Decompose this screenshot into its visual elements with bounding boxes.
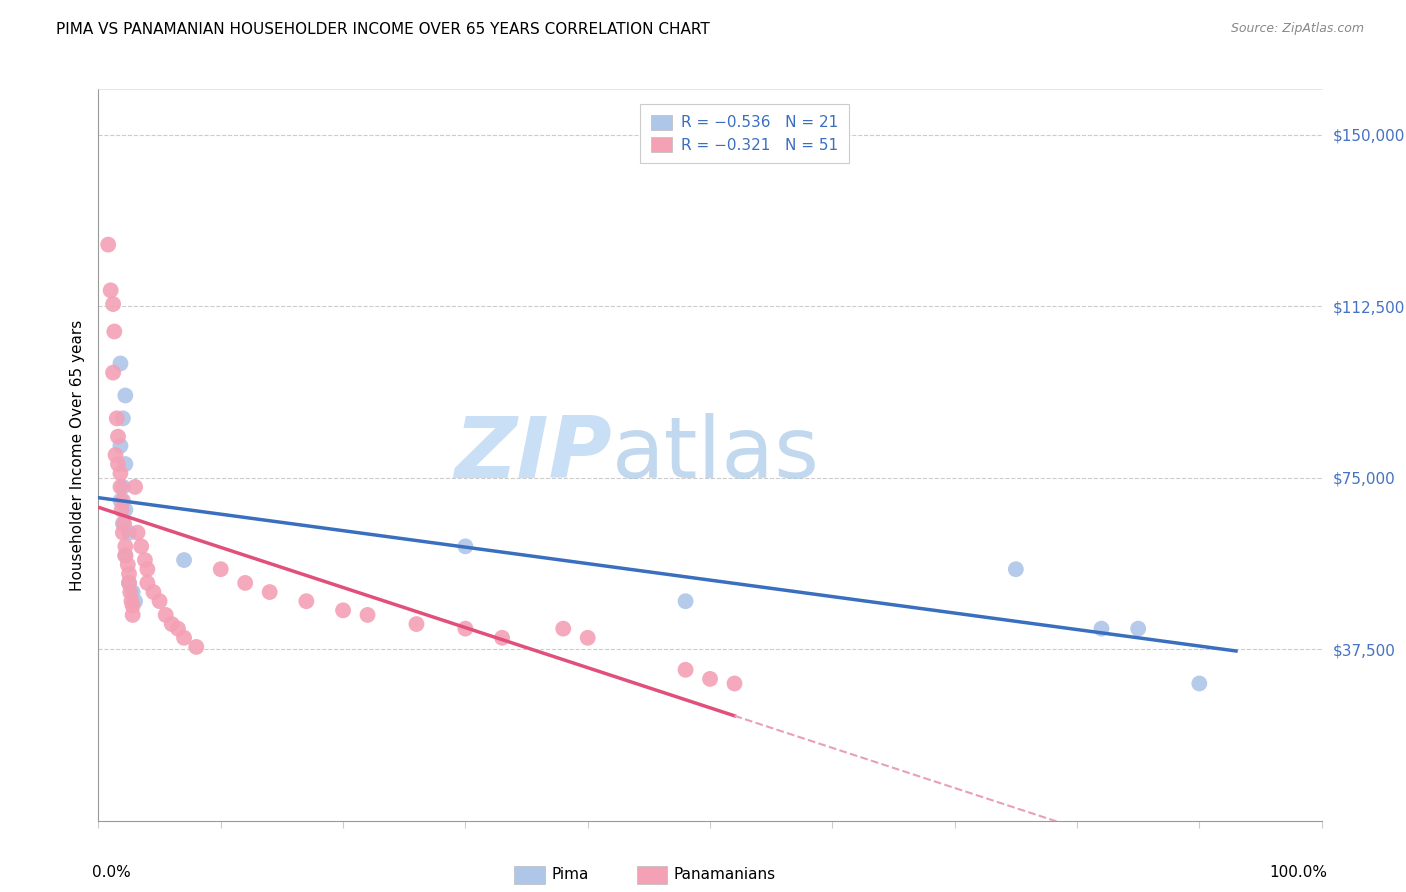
Text: Panamanians: Panamanians [673, 867, 776, 882]
Point [114, 549, 136, 563]
Point [114, 388, 136, 402]
Point [97, 237, 120, 252]
Legend: R = −0.536   N = 21, R = −0.321   N = 51: R = −0.536 N = 21, R = −0.321 N = 51 [640, 104, 849, 163]
Point [118, 576, 141, 591]
Point [723, 676, 745, 690]
Text: ZIP: ZIP [454, 413, 612, 497]
Point [173, 553, 195, 567]
Point [104, 448, 127, 462]
Point [101, 366, 124, 380]
Point [124, 480, 146, 494]
Point [142, 585, 165, 599]
Point [121, 585, 143, 599]
Point [127, 525, 149, 540]
Point [107, 457, 129, 471]
Point [111, 411, 134, 425]
Text: Pima: Pima [551, 867, 588, 882]
Point [112, 516, 135, 531]
Point [1128, 622, 1150, 636]
Point [110, 356, 132, 371]
Point [209, 562, 232, 576]
Point [173, 631, 195, 645]
Point [107, 429, 129, 443]
Point [117, 558, 139, 572]
Point [110, 466, 132, 480]
Point [155, 607, 177, 622]
Point [118, 566, 141, 581]
Point [332, 603, 354, 617]
Point [356, 607, 378, 622]
Point [576, 631, 599, 645]
Point [121, 599, 143, 613]
Point [105, 411, 128, 425]
Point [405, 617, 427, 632]
Point [454, 539, 477, 553]
Point [675, 594, 697, 608]
Point [553, 622, 575, 636]
Point [120, 585, 142, 599]
Text: PIMA VS PANAMANIAN HOUSEHOLDER INCOME OVER 65 YEARS CORRELATION CHART: PIMA VS PANAMANIAN HOUSEHOLDER INCOME OV… [56, 22, 710, 37]
FancyBboxPatch shape [515, 866, 546, 884]
Text: 0.0%: 0.0% [93, 864, 131, 880]
Point [118, 576, 141, 591]
Point [101, 297, 124, 311]
Point [110, 480, 132, 494]
Text: Source: ZipAtlas.com: Source: ZipAtlas.com [1230, 22, 1364, 36]
Point [454, 622, 477, 636]
Point [110, 493, 132, 508]
Point [1188, 676, 1211, 690]
Text: 100.0%: 100.0% [1270, 864, 1327, 880]
Y-axis label: Householder Income Over 65 years: Householder Income Over 65 years [69, 319, 84, 591]
Point [136, 562, 159, 576]
Point [233, 576, 256, 591]
Point [111, 493, 134, 508]
Point [491, 631, 513, 645]
Point [186, 640, 208, 654]
Point [111, 516, 134, 531]
Point [160, 617, 183, 632]
Point [1090, 622, 1112, 636]
FancyBboxPatch shape [637, 866, 668, 884]
Point [111, 480, 134, 494]
Point [295, 594, 318, 608]
Point [129, 539, 152, 553]
Point [120, 594, 142, 608]
Point [134, 553, 156, 567]
Point [103, 325, 125, 339]
Point [100, 284, 122, 298]
Text: atlas: atlas [612, 413, 820, 497]
Point [124, 594, 146, 608]
Point [114, 502, 136, 516]
Point [118, 525, 141, 540]
Point [259, 585, 281, 599]
Point [699, 672, 721, 686]
Point [121, 607, 143, 622]
Point [167, 622, 190, 636]
Point [111, 502, 134, 516]
Point [1004, 562, 1026, 576]
Point [114, 549, 136, 563]
Point [136, 576, 159, 591]
Point [110, 439, 132, 453]
Point [114, 539, 136, 553]
Point [114, 457, 136, 471]
Point [111, 525, 134, 540]
Point [675, 663, 697, 677]
Point [149, 594, 172, 608]
